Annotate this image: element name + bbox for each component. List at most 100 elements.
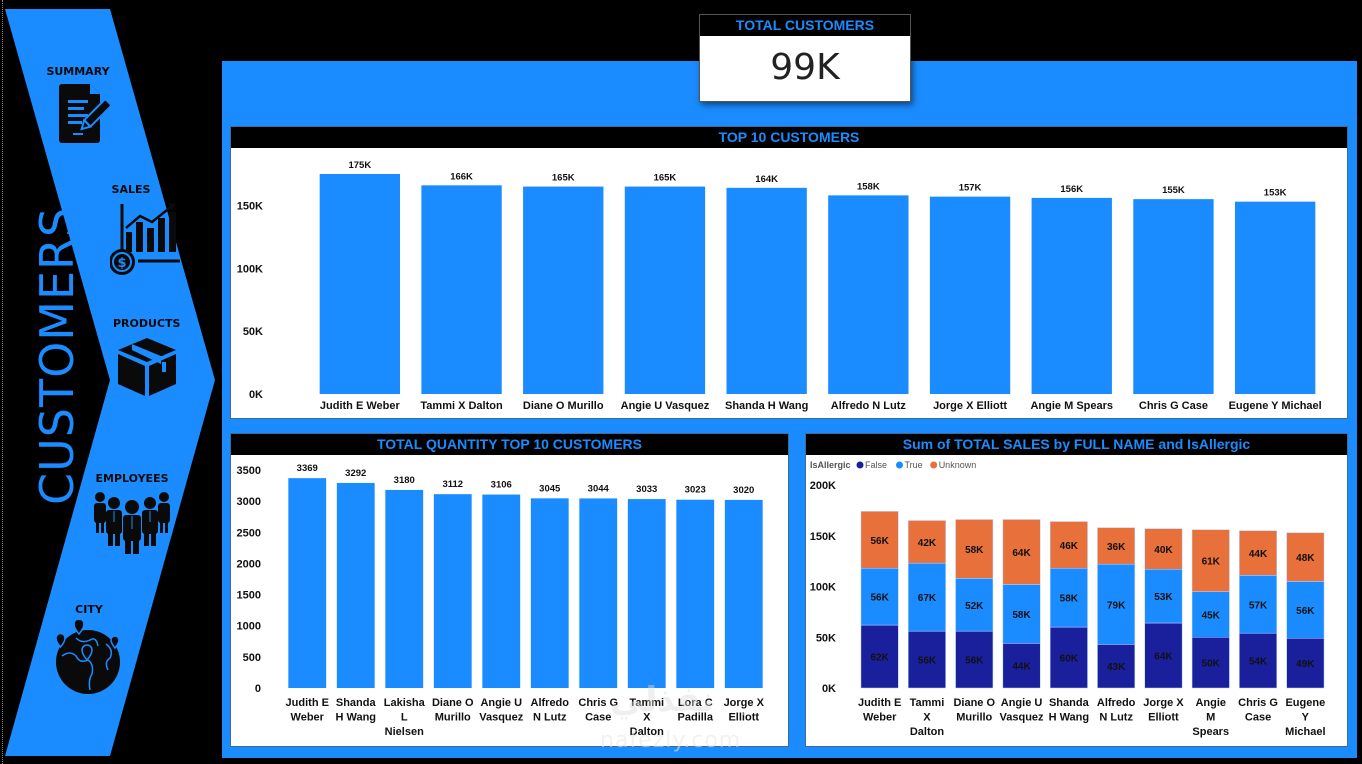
bar	[433, 494, 472, 688]
nav-summary-label: SUMMARY	[46, 65, 110, 78]
bar-segment-false	[955, 630, 994, 689]
y-tick-label: 100K	[810, 582, 836, 594]
data-label: 3369	[297, 463, 318, 474]
bar-segment-false	[1286, 638, 1325, 689]
bar	[726, 187, 807, 394]
bar-segment-true	[1002, 584, 1041, 644]
segment-label: 56K	[965, 656, 984, 667]
segment-label: 43K	[1107, 662, 1126, 673]
bar	[385, 489, 424, 688]
y-tick-label: 150K	[810, 531, 836, 543]
people-group-icon	[94, 492, 170, 554]
x-tick-label: Alfredo	[1097, 697, 1136, 709]
x-tick-label: Angie	[1195, 697, 1226, 709]
x-tick-label: Case	[585, 712, 611, 724]
bar-segment-true	[1144, 568, 1183, 624]
x-tick-label: Jorge X Elliott	[933, 400, 1007, 412]
segment-label: 44K	[1012, 662, 1031, 673]
segment-label: 67K	[918, 593, 937, 604]
segment-label: 40K	[1154, 545, 1173, 556]
bar-segment-unknown	[1191, 529, 1230, 592]
nav-products[interactable]: PRODUCTS	[113, 317, 180, 400]
segment-label: 56K	[1296, 606, 1315, 617]
segment-label: 44K	[1249, 549, 1268, 560]
x-tick-label: Angie U Vasquez	[621, 400, 710, 412]
y-tick-label: 500	[243, 652, 261, 664]
x-tick-label: Weber	[291, 712, 325, 724]
bar	[579, 498, 618, 688]
x-tick-label: Shanda	[1049, 697, 1090, 709]
x-tick-label: X	[643, 712, 651, 724]
y-tick-label: 50K	[243, 326, 263, 338]
y-tick-label: 1000	[237, 621, 261, 633]
quantity-chart: 0 500 1000 1500 2000 2500 3000 3500 3369 Judith E…	[237, 463, 765, 738]
segment-label: 58K	[1060, 594, 1079, 605]
segment-label: 48K	[1296, 553, 1315, 564]
bar	[828, 195, 909, 394]
x-tick-label: Angie U	[480, 697, 522, 709]
watermark: nafezly.com	[600, 728, 742, 753]
segment-label: 42K	[918, 538, 937, 549]
x-tick-label: Diane O	[953, 697, 995, 709]
legend-swatch	[930, 461, 938, 469]
x-tick-label: Jorge X	[724, 697, 765, 709]
x-tick-label: Tammi	[910, 697, 945, 709]
nav-employees[interactable]: EMPLOYEES	[92, 472, 172, 555]
data-label: 164K	[755, 174, 778, 185]
x-tick-label: Judith E	[858, 697, 901, 709]
x-tick-label: Lakisha	[384, 697, 426, 709]
top10-chart: 0K 50K 100K 150K 175K Judith E Weber 166K Tammi…	[237, 160, 1322, 412]
bar	[482, 494, 521, 688]
data-label: 157K	[959, 183, 982, 194]
segment-label: 58K	[965, 545, 984, 556]
bar-segment-true	[1191, 591, 1230, 638]
data-label: 166K	[450, 171, 473, 182]
nav-sales[interactable]: SALES $	[76, 183, 186, 278]
x-tick-label: Dalton	[910, 726, 945, 738]
bar-segment-unknown	[1097, 527, 1136, 565]
bar-segment-false	[908, 630, 946, 689]
segment-label: 36K	[1107, 542, 1126, 553]
bar-segment-false	[1239, 632, 1277, 689]
x-tick-label: Angie U	[1001, 697, 1043, 709]
bar-segment-unknown	[1239, 530, 1277, 576]
x-tick-label: L	[401, 712, 408, 724]
x-tick-label: Eugene	[1285, 697, 1325, 709]
y-tick-label: 3000	[237, 496, 261, 508]
x-tick-label: Judith E	[286, 697, 329, 709]
nav-city[interactable]: CITY	[54, 603, 124, 696]
data-label: 3023	[685, 485, 706, 496]
segment-label: 61K	[1202, 557, 1221, 568]
x-tick-label: Y	[1302, 712, 1310, 724]
y-tick-label: 0K	[822, 683, 836, 695]
bar	[624, 186, 706, 394]
x-tick-label: Vasquez	[1000, 712, 1045, 724]
x-tick-label: Padilla	[678, 712, 714, 724]
segment-label: 56K	[918, 656, 937, 667]
y-tick-label: 100K	[237, 263, 263, 275]
x-tick-label: Lora C	[678, 697, 713, 709]
bar-segment-unknown	[955, 519, 994, 579]
bar-segment-true	[1097, 563, 1136, 645]
y-tick-label: 0	[255, 683, 261, 695]
segment-label: 64K	[1154, 652, 1173, 663]
x-tick-label: Nielsen	[385, 726, 424, 738]
x-tick-label: Elliott	[1148, 712, 1179, 724]
x-tick-label: Michael	[1285, 726, 1325, 738]
bar-segment-unknown	[1049, 521, 1088, 569]
x-tick-label: Jorge X	[1143, 697, 1184, 709]
watermark-arabic: نفذلي	[610, 680, 715, 720]
x-tick-label: Eugene Y Michael	[1229, 400, 1322, 412]
bar-segment-false	[1049, 626, 1088, 689]
y-tick-label: 150K	[237, 200, 263, 212]
x-tick-label: N Lutz	[1099, 712, 1133, 724]
bar-segment-unknown	[1286, 532, 1325, 582]
y-tick-label: 3500	[237, 465, 261, 477]
bar	[336, 482, 375, 688]
x-tick-label: Elliott	[728, 712, 759, 724]
x-tick-label: Weber	[863, 712, 897, 724]
bar-segment-true	[1286, 581, 1325, 639]
data-label: 3180	[394, 475, 415, 486]
nav-summary[interactable]: SUMMARY	[46, 65, 110, 144]
